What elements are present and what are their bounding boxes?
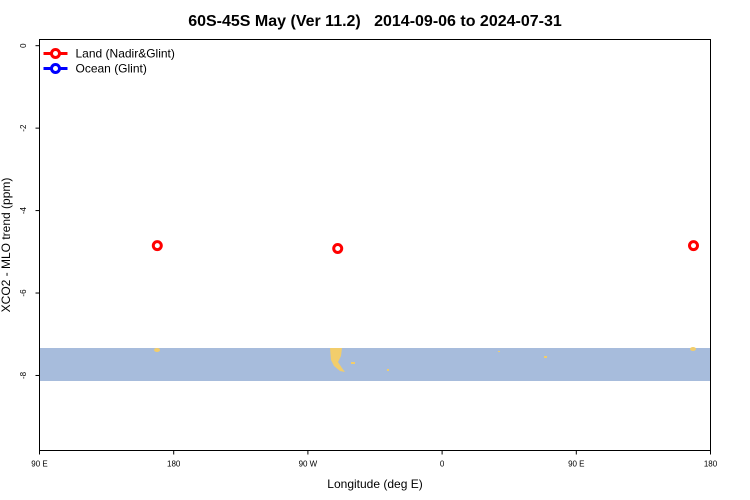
y-tick-label: -6 [19,289,28,297]
y-tick-label: 0 [19,43,28,48]
map-background [40,347,710,381]
x-tick-label: 180 [704,460,718,469]
legend-marker [50,48,61,59]
y-tick-label: -2 [19,124,28,132]
x-tick-label: 90 E [31,460,47,469]
y-axis-label: XCO2 - MLO trend (ppm) [0,178,13,313]
plot-frame [39,39,711,451]
x-axis-label: Longitude (deg E) [327,477,422,491]
x-tick-label: 0 [440,460,445,469]
data-point [688,240,700,252]
x-tick-label: 90 W [299,460,318,469]
x-tick-label: 90 E [568,460,584,469]
chart-title: 60S-45S May (Ver 11.2) 2014-09-06 to 202… [188,13,562,30]
legend-marker [50,63,61,74]
data-point [332,243,344,255]
x-tick-label: 180 [167,460,181,469]
legend-label: Ocean (Glint) [76,62,147,76]
legend: Land (Nadir&Glint)Ocean (Glint) [43,47,175,76]
legend-label: Land (Nadir&Glint) [76,47,175,61]
y-tick-label: -4 [19,206,28,214]
data-point [151,240,163,252]
y-tick-label: -8 [19,371,28,379]
